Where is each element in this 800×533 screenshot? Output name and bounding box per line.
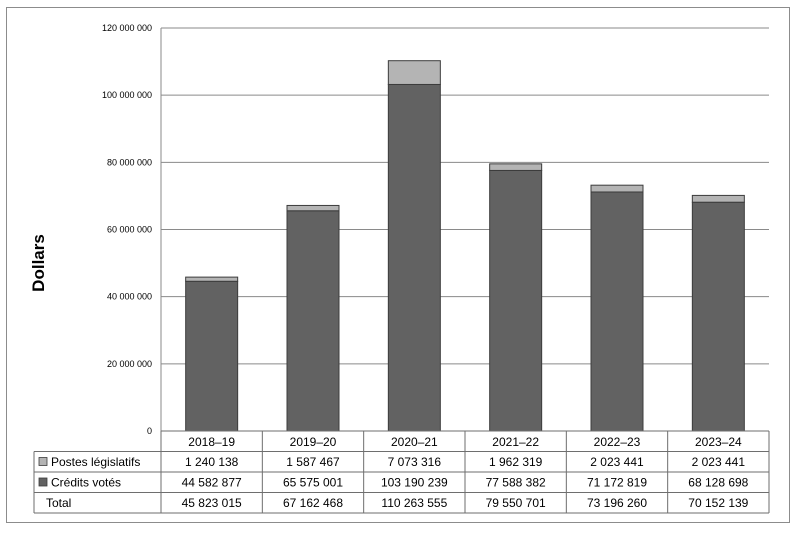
data-label: 67 162 468 <box>283 496 343 510</box>
y-tick-label: 60 000 000 <box>107 225 152 235</box>
y-tick-label: 80 000 000 <box>107 157 152 167</box>
bar-segment <box>286 210 340 432</box>
x-tick-label: 2020–21 <box>391 435 438 449</box>
y-tick-label: 20 000 000 <box>107 359 152 369</box>
legend-entry: Total <box>46 496 71 510</box>
legend-swatch <box>38 457 48 466</box>
data-label: 79 550 701 <box>486 496 546 510</box>
legend-entry: Postes législatifs <box>51 455 140 469</box>
x-tick-label: 2023–24 <box>695 435 742 449</box>
data-label: 71 172 819 <box>587 476 647 490</box>
data-label: 7 073 316 <box>388 455 442 469</box>
y-tick-label: 0 <box>147 426 152 436</box>
data-label: 110 263 555 <box>381 496 447 510</box>
x-tick-label: 2019–20 <box>290 435 337 449</box>
data-label: 65 575 001 <box>283 476 343 490</box>
data-label: 2 023 441 <box>692 455 746 469</box>
x-tick-label: 2021–22 <box>492 435 539 449</box>
chart-frame: Dollars 0 20 000 000 40 000 000 60 000 000 8… <box>6 7 790 523</box>
bar-segment <box>590 184 644 193</box>
bar-segment <box>387 60 441 85</box>
data-label: 1 587 467 <box>286 455 340 469</box>
x-tick-label: 2022–23 <box>594 435 641 449</box>
data-label: 77 588 382 <box>486 476 546 490</box>
data-label: 68 128 698 <box>688 476 748 490</box>
y-tick-label: 120 000 000 <box>102 23 152 33</box>
x-tick-label: 2018–19 <box>188 435 235 449</box>
data-label: 45 823 015 <box>182 496 242 510</box>
bar-segment <box>489 169 543 432</box>
bar-segment <box>286 204 340 212</box>
y-tick-label: 40 000 000 <box>107 292 152 302</box>
bar-segment <box>185 276 239 282</box>
bar-segment <box>691 201 745 432</box>
legend-entry: Crédits votés <box>51 476 121 490</box>
data-label: 44 582 877 <box>182 476 242 490</box>
stacked-bar-chart: Dollars 0 20 000 000 40 000 000 60 000 000 8… <box>29 23 770 514</box>
data-label: 70 152 139 <box>688 496 748 510</box>
data-label: 73 196 260 <box>587 496 647 510</box>
bar-segment <box>590 191 644 432</box>
bar-segment <box>387 83 441 432</box>
data-label: 1 962 319 <box>489 455 543 469</box>
bar-segment <box>489 163 543 171</box>
data-label: 2 023 441 <box>590 455 644 469</box>
y-tick-label: 100 000 000 <box>102 90 152 100</box>
bar-segment <box>185 280 239 432</box>
bar-segment <box>691 194 745 203</box>
data-label: 1 240 138 <box>185 455 239 469</box>
legend-swatch <box>38 477 48 487</box>
data-label: 103 190 239 <box>381 476 448 490</box>
y-axis-label: Dollars <box>29 234 48 292</box>
